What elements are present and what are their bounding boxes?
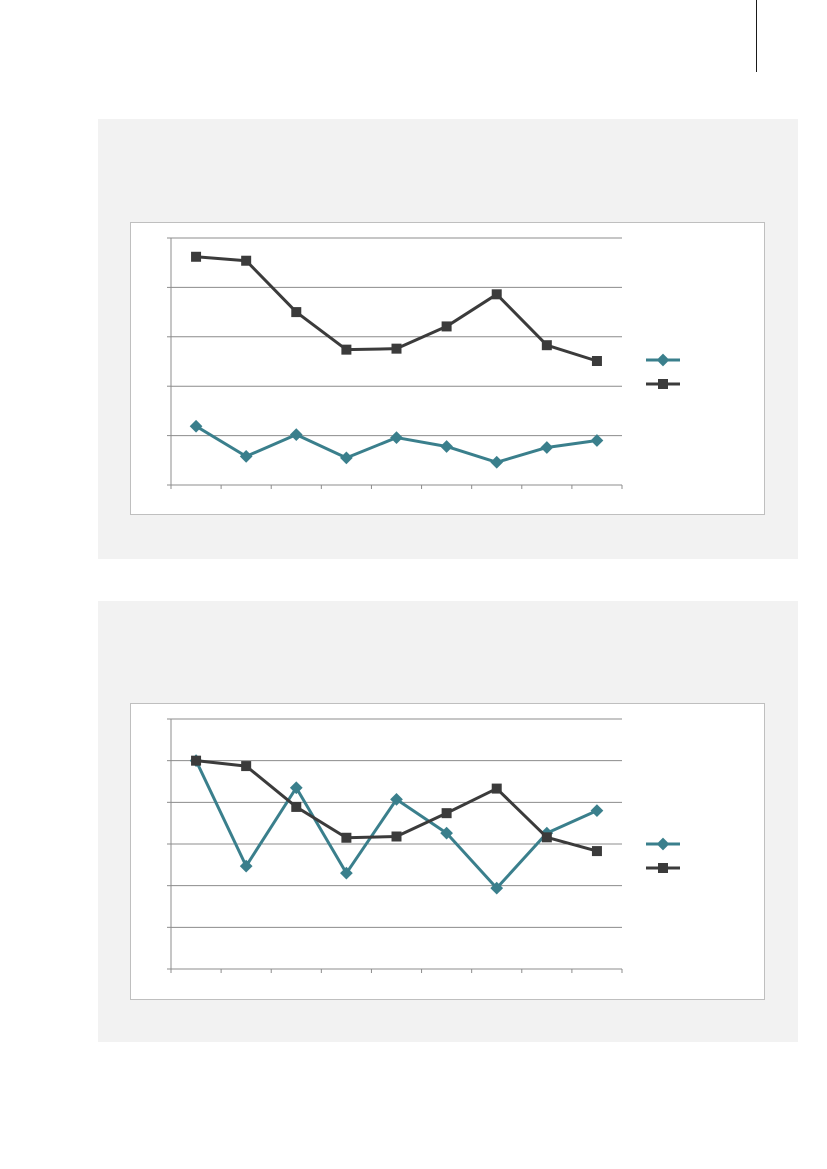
legend-swatch-square-icon: [646, 379, 680, 389]
data-point-square: [541, 832, 552, 843]
legend-swatch-diamond-icon: [646, 353, 680, 367]
data-point-square: [291, 307, 302, 318]
data-point-diamond: [189, 419, 203, 433]
data-point-square: [341, 832, 352, 843]
legend-1: [646, 348, 756, 396]
data-point-diamond: [540, 441, 554, 454]
data-point-diamond: [340, 866, 353, 880]
legend-2: [646, 832, 756, 880]
data-point-square: [491, 783, 502, 794]
chart-panel-1: [98, 119, 798, 559]
data-point-diamond: [590, 804, 604, 818]
data-point-square: [441, 321, 452, 332]
data-point-square: [341, 344, 352, 355]
data-point-square: [241, 761, 252, 772]
chart-frame-1: [130, 222, 765, 515]
chart-frame-2: [130, 703, 765, 1000]
data-point-square: [591, 356, 602, 367]
data-point-diamond: [239, 449, 253, 463]
line-chart-1: [167, 237, 623, 489]
data-point-diamond: [289, 428, 303, 441]
data-point-diamond: [440, 440, 453, 453]
data-point-diamond: [390, 793, 403, 806]
data-point-square: [491, 289, 502, 300]
data-point-square: [441, 808, 452, 819]
data-point-diamond: [340, 451, 353, 465]
legend-swatch-square-icon: [646, 863, 680, 873]
data-point-square: [391, 343, 402, 354]
data-point-square: [191, 251, 202, 262]
data-point-square: [291, 801, 302, 812]
page-edge-rule: [756, 0, 757, 72]
legend-item-dark: [646, 372, 756, 396]
legend-item-teal: [646, 348, 756, 372]
data-point-square: [591, 846, 602, 857]
data-point-square: [241, 255, 252, 266]
data-point-square: [191, 755, 202, 766]
legend-swatch-diamond-icon: [646, 837, 680, 851]
series-line-1: [194, 760, 598, 890]
legend-item-dark: [646, 856, 756, 880]
chart-panel-2: [98, 601, 798, 1042]
data-point-diamond: [390, 431, 403, 444]
data-point-square: [391, 831, 402, 842]
line-chart-2: [167, 718, 623, 973]
legend-item-teal: [646, 832, 756, 856]
data-point-diamond: [440, 826, 453, 840]
data-point-square: [541, 340, 552, 351]
data-point-diamond: [490, 455, 504, 469]
data-point-diamond: [490, 881, 504, 895]
